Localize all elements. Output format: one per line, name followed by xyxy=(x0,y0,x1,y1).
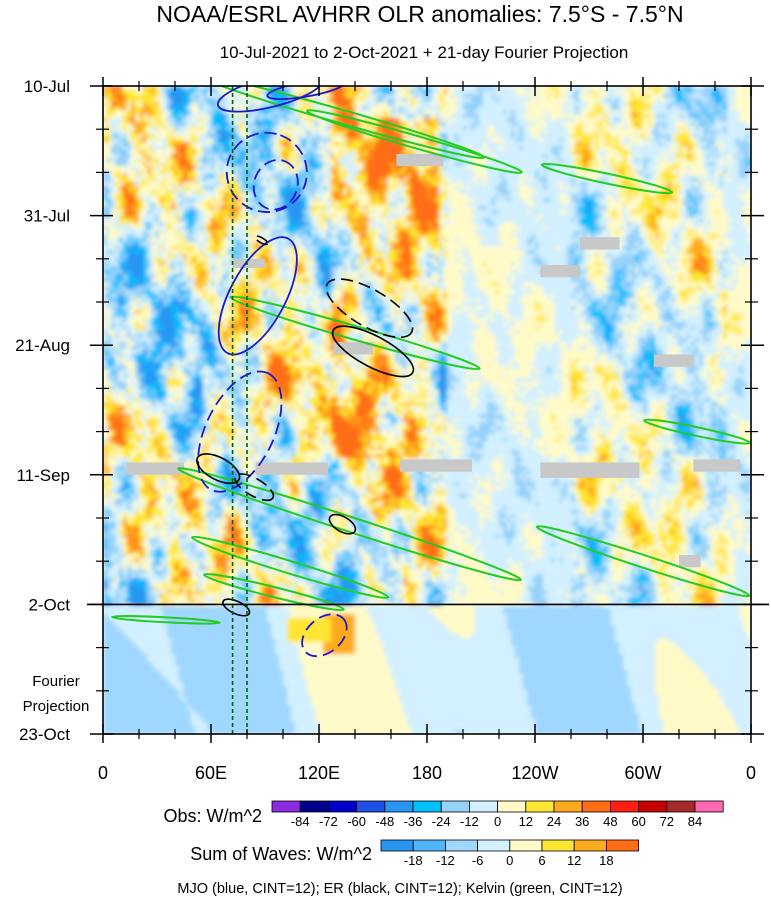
colorbar-swatch xyxy=(526,801,554,812)
projection-label-line-2: Projection xyxy=(23,698,90,715)
colorbar-swatch xyxy=(300,801,328,812)
olr-anomaly-field xyxy=(103,86,752,735)
x-tick-label: 120W xyxy=(511,763,558,783)
colorbar-label: 84 xyxy=(688,814,702,829)
colorbar-swatch xyxy=(542,840,574,851)
x-tick-label: 60E xyxy=(195,763,227,783)
colorbar-swatch xyxy=(574,840,606,851)
x-tick-label: 0 xyxy=(746,763,756,783)
obs-colorbar: -84 -72 -60 -48 -36 -24 -12 0 12 24 36 48 60 72 84 xyxy=(272,801,723,829)
colorbar-label: 18 xyxy=(599,853,613,868)
colorbar-label: 48 xyxy=(603,814,617,829)
colorbar-label: -12 xyxy=(436,853,455,868)
colorbar-label: 24 xyxy=(547,814,561,829)
colorbar-swatch xyxy=(413,840,445,851)
y-tick-label: 10-Jul xyxy=(24,77,70,96)
colorbar-label: -84 xyxy=(291,814,310,829)
colorbar-label: -6 xyxy=(472,853,484,868)
colorbar-swatch xyxy=(328,801,356,812)
colorbar-swatch xyxy=(554,801,582,812)
colorbar-label: 0 xyxy=(494,814,501,829)
x-tick-label: 180 xyxy=(412,763,442,783)
x-tick-label: 60W xyxy=(624,763,661,783)
colorbar-label: 0 xyxy=(506,853,513,868)
missing-data-patch xyxy=(256,462,328,474)
missing-data-patch xyxy=(580,237,620,249)
chart-subtitle: 10-Jul-2021 to 2-Oct-2021 + 21-day Fouri… xyxy=(220,43,629,62)
colorbar-label: -60 xyxy=(347,814,366,829)
colorbar-label: -72 xyxy=(319,814,338,829)
y-tick-label: 31-Jul xyxy=(24,207,70,226)
chart-title: NOAA/ESRL AVHRR OLR anomalies: 7.5°S - 7… xyxy=(156,1,683,27)
colorbar-swatch xyxy=(510,840,542,851)
colorbar-swatch xyxy=(582,801,610,812)
footer-note: MJO (blue, CINT=12); ER (black, CINT=12)… xyxy=(177,881,622,897)
missing-data-patch xyxy=(400,459,472,471)
colorbar-swatch xyxy=(272,801,300,812)
colorbar-swatch xyxy=(381,840,413,851)
colorbar-swatch xyxy=(606,840,638,851)
colorbar-swatch xyxy=(667,801,695,812)
colorbar-swatch xyxy=(441,801,469,812)
missing-data-patch xyxy=(654,354,694,366)
colorbar-swatch xyxy=(639,801,667,812)
y-tick-label: 21-Aug xyxy=(15,336,70,355)
missing-data-patch xyxy=(679,555,701,567)
waves-legend-label: Sum of Waves: W/m^2 xyxy=(190,844,372,864)
colorbar-label: 72 xyxy=(660,814,674,829)
missing-data-patch xyxy=(540,462,639,477)
colorbar-label: -48 xyxy=(375,814,394,829)
y-tick-label: 2-Oct xyxy=(28,595,70,614)
colorbar-label: 12 xyxy=(519,814,533,829)
colorbar-swatch xyxy=(478,840,510,851)
missing-data-patch xyxy=(540,265,580,277)
colorbar-label: -18 xyxy=(404,853,423,868)
missing-data-patch xyxy=(693,459,740,471)
colorbar-swatch xyxy=(498,801,526,812)
colorbar-label: -36 xyxy=(404,814,423,829)
colorbar-swatch xyxy=(610,801,638,812)
waves-colorbar: -18 -12 -6 0 6 12 18 xyxy=(381,840,639,868)
colorbar-label: 36 xyxy=(575,814,589,829)
colorbar-swatch xyxy=(385,801,413,812)
colorbar-label: -24 xyxy=(432,814,451,829)
colorbar-swatch xyxy=(469,801,497,812)
colorbar-swatch xyxy=(445,840,477,851)
projection-label-line-1: Fourier xyxy=(32,673,80,690)
missing-data-patch xyxy=(396,154,443,166)
colorbar-swatch xyxy=(413,801,441,812)
colorbar-swatch xyxy=(695,801,723,812)
x-tick-label: 0 xyxy=(98,763,108,783)
missing-data-patch xyxy=(126,462,184,474)
colorbar-label: 60 xyxy=(631,814,645,829)
y-tick-label: 23-Oct xyxy=(19,725,70,744)
colorbar-label: 12 xyxy=(567,853,581,868)
colorbar-label: -12 xyxy=(460,814,479,829)
colorbar-swatch xyxy=(357,801,385,812)
plot-area xyxy=(103,65,752,735)
colorbar-label: 6 xyxy=(538,853,545,868)
x-tick-label: 120E xyxy=(298,763,340,783)
y-tick-label: 11-Sep xyxy=(16,466,70,485)
obs-legend-label: Obs: W/m^2 xyxy=(164,806,262,826)
